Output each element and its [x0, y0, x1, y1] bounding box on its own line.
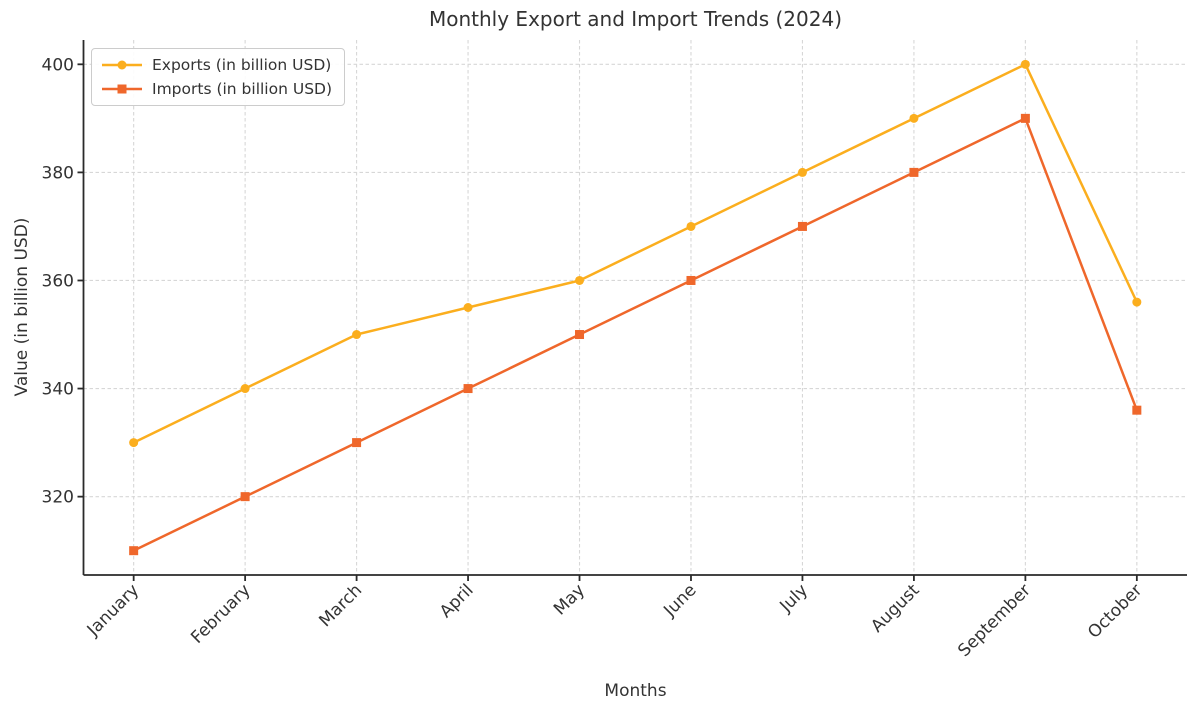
imports-marker: [575, 330, 585, 340]
exports-marker: [463, 303, 473, 312]
y-axis-label: Value (in billion USD): [12, 217, 32, 397]
imports-marker: [463, 384, 473, 394]
legend-swatch-marker: [117, 60, 127, 70]
x-tick-label: April: [436, 580, 478, 622]
legend-entry-exports: Exports (in billion USD): [100, 54, 332, 76]
exports-marker: [797, 167, 807, 177]
x-tick-label: July: [776, 580, 812, 616]
legend-entry-imports: Imports (in billion USD): [100, 78, 332, 100]
exports-marker: [575, 275, 585, 285]
imports-marker: [129, 546, 139, 556]
exports-line: [132, 63, 1139, 444]
exports-marker: [1020, 59, 1030, 69]
imports-marker: [909, 167, 919, 177]
exports-marker: [240, 384, 250, 394]
x-tick-label: March: [315, 580, 366, 631]
imports-marker: [352, 438, 362, 448]
exports-line-marker-icon: [102, 60, 142, 70]
x-tick-label: August: [867, 580, 923, 636]
imports-line-marker-icon: [102, 84, 142, 94]
imports-marker: [1132, 405, 1142, 415]
exports-marker: [352, 330, 362, 340]
y-tick-label: 340: [42, 380, 74, 400]
legend: Exports (in billion USD) Imports (in bil…: [91, 48, 346, 106]
x-tick-label: June: [659, 580, 700, 621]
exports-marker: [909, 113, 919, 123]
legend-swatch-marker: [117, 84, 127, 94]
y-tick-label: 380: [42, 163, 74, 183]
imports-marker: [797, 221, 807, 231]
exports-marker: [129, 438, 139, 448]
legend-label-imports: Imports (in billion USD): [152, 80, 333, 98]
exports-marker: [686, 221, 696, 231]
x-tick-label: January: [83, 580, 143, 640]
y-tick-label: 360: [42, 271, 74, 291]
y-tick-label: 320: [42, 488, 74, 508]
y-tick-label: 400: [42, 55, 74, 75]
exports-marker: [1132, 297, 1142, 307]
x-tick-label: September: [954, 580, 1035, 661]
x-tick-label: May: [550, 580, 589, 619]
chart-title: Monthly Export and Import Trends (2024): [429, 7, 842, 31]
imports-marker: [240, 492, 250, 502]
imports-line: [132, 117, 1139, 552]
legend-label-exports: Exports (in billion USD): [152, 56, 332, 74]
x-tick-label: February: [187, 580, 254, 647]
imports-marker: [1020, 113, 1030, 123]
x-tick-label: October: [1084, 580, 1146, 642]
imports-marker: [686, 275, 696, 285]
x-axis-label: Months: [604, 681, 667, 701]
